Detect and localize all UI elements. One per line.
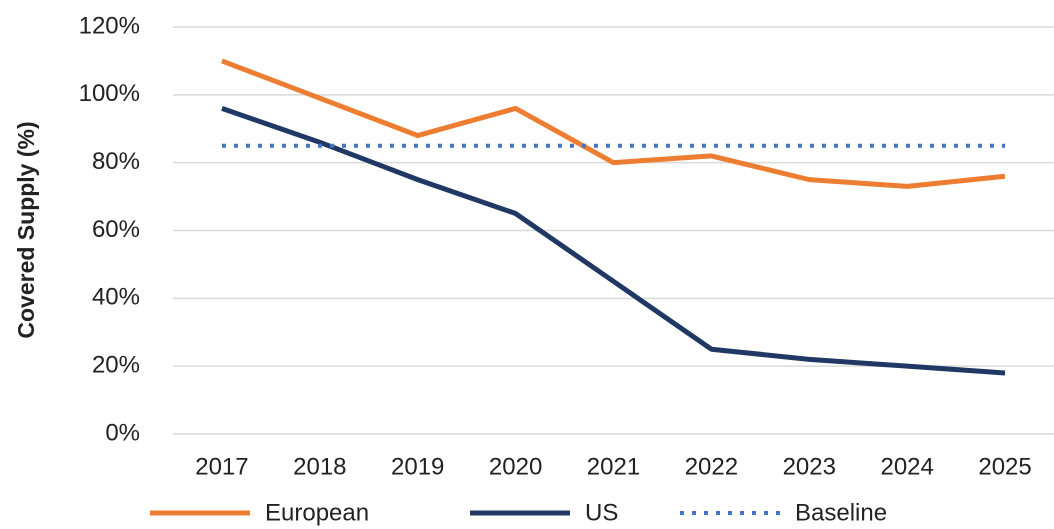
y-tick-label: 40% <box>92 284 140 311</box>
x-tick-label: 2024 <box>880 453 933 480</box>
legend-label: US <box>585 499 618 526</box>
y-tick-label: 120% <box>79 12 140 39</box>
x-tick-label: 2019 <box>391 453 444 480</box>
y-tick-label: 20% <box>92 352 140 379</box>
y-tick-label: 60% <box>92 216 140 243</box>
x-tick-label: 2022 <box>685 453 738 480</box>
y-tick-label: 80% <box>92 148 140 175</box>
line-us <box>221 106 1006 376</box>
x-tick-label: 2023 <box>783 453 836 480</box>
legend-label: Baseline <box>795 499 887 526</box>
line-european <box>221 58 1006 189</box>
x-tick-label: 2018 <box>293 453 346 480</box>
x-tick-label: 2025 <box>978 453 1031 480</box>
y-axis-label: Covered Supply (%) <box>13 121 39 338</box>
y-tick-label: 100% <box>79 80 140 107</box>
x-tick-label: 2021 <box>587 453 640 480</box>
x-tick-label: 2017 <box>195 453 248 480</box>
x-tick-label: 2020 <box>489 453 542 480</box>
y-tick-label: 0% <box>105 419 140 446</box>
legend-label: European <box>265 499 369 526</box>
